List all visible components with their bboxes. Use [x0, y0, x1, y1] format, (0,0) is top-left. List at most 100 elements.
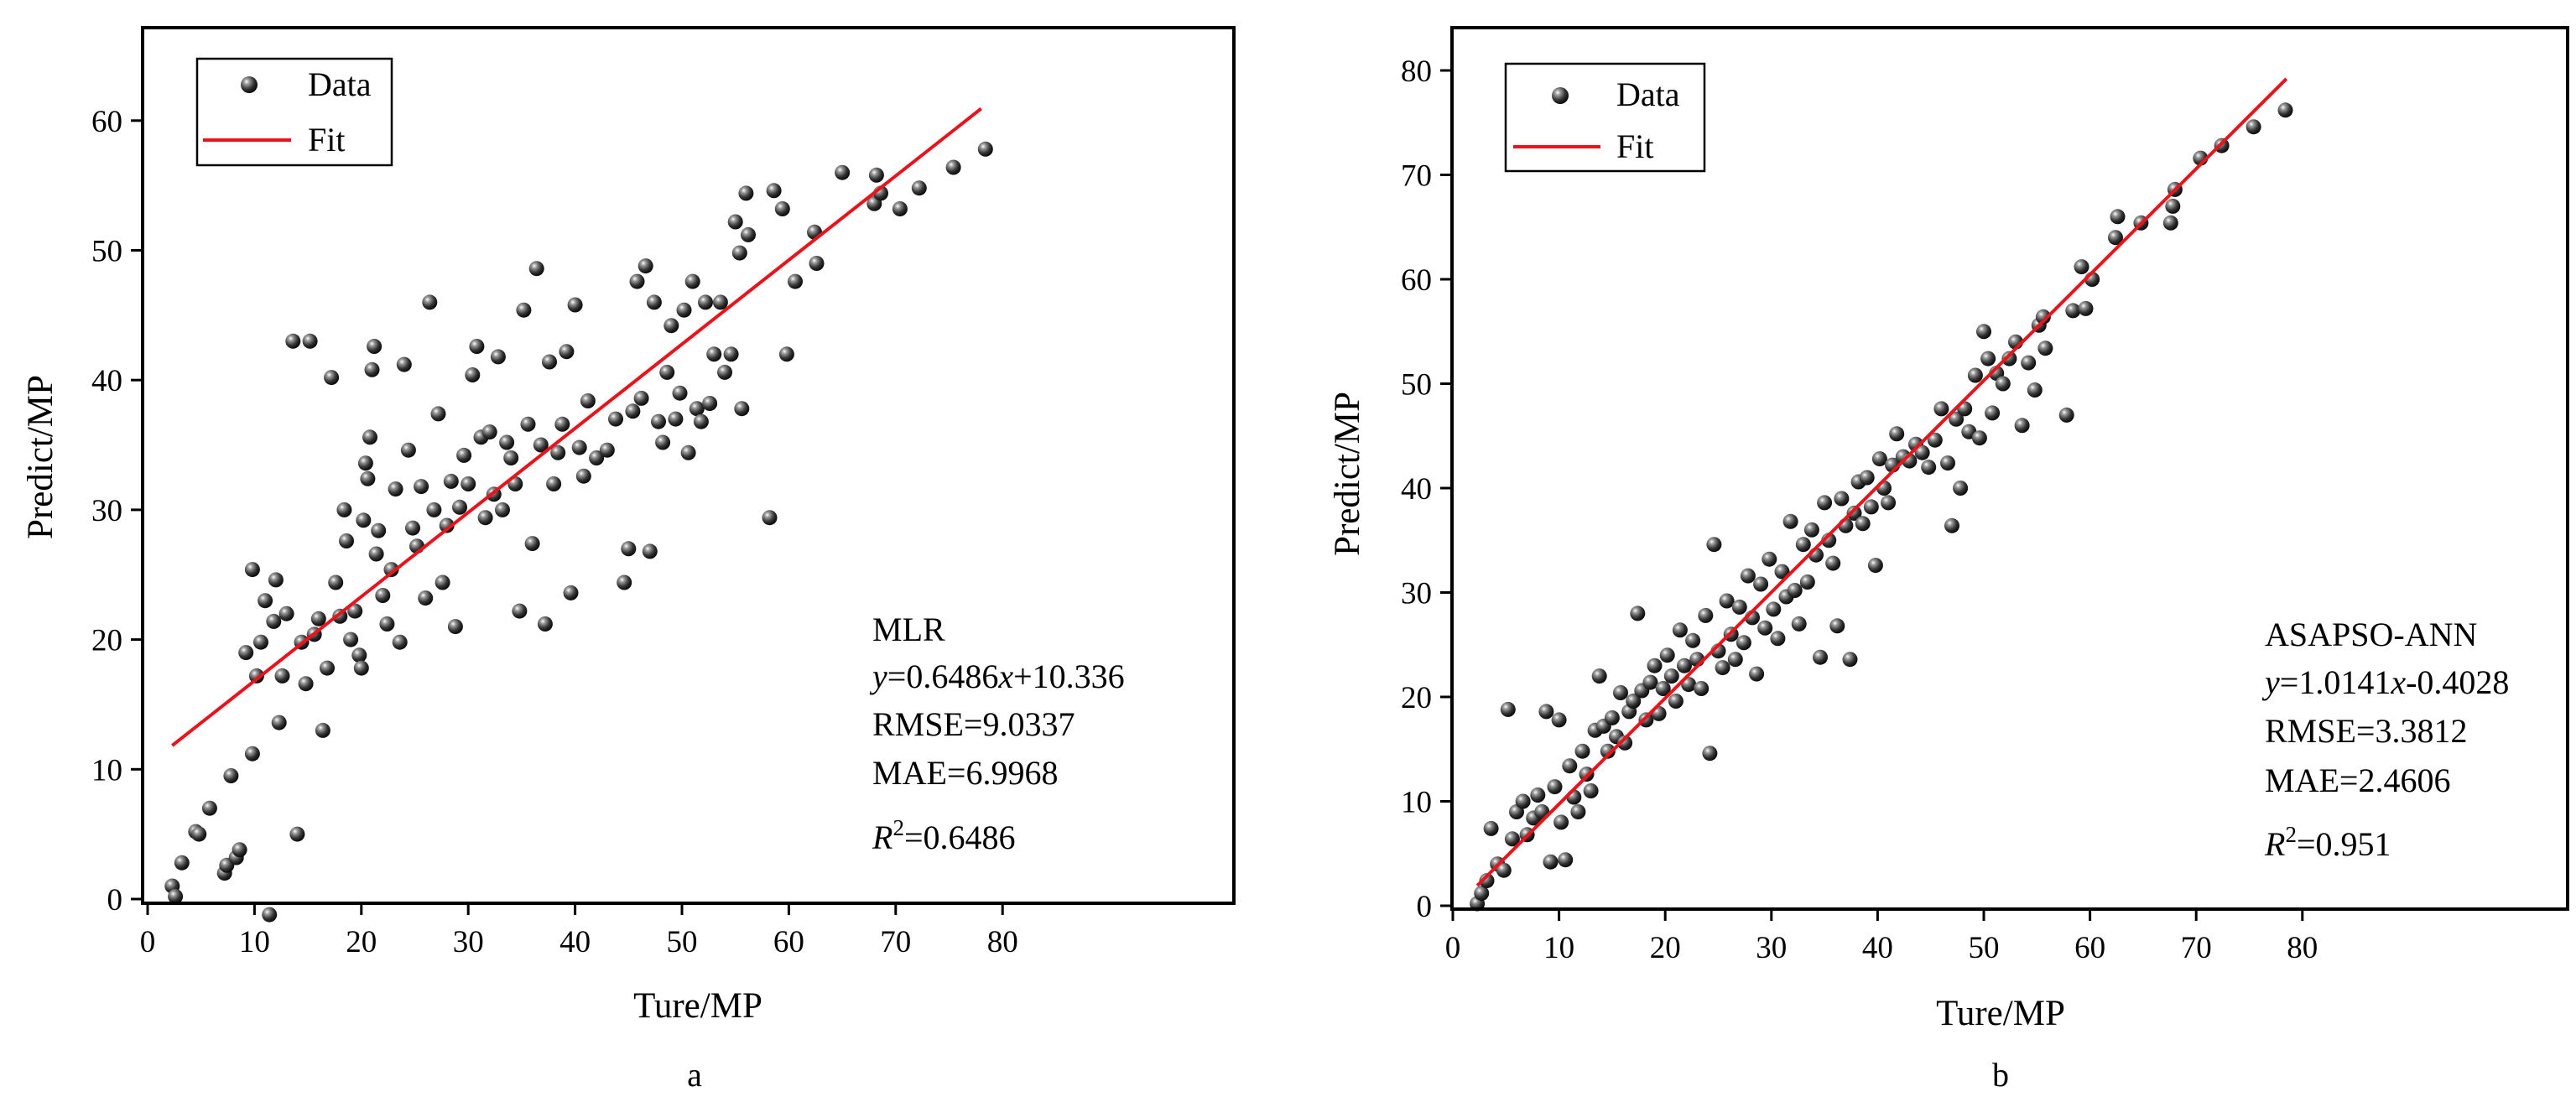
x-tick-label: 0: [1445, 931, 1461, 965]
data-point: [343, 632, 359, 647]
data-point: [646, 294, 662, 310]
data-point: [637, 258, 653, 274]
data-point: [481, 424, 497, 440]
data-point: [911, 180, 927, 196]
data-point: [328, 574, 344, 590]
data-point: [659, 364, 675, 380]
data-point: [1530, 788, 1546, 803]
data-point: [693, 413, 709, 429]
data-point: [1876, 481, 1892, 496]
data-point: [191, 826, 207, 842]
legend-fit-label: Fit: [308, 121, 345, 159]
data-point: [1787, 583, 1803, 598]
data-point: [727, 214, 743, 230]
data-point: [490, 349, 506, 365]
chart-panel-b: 0 10 20 30 40 50 60 70 80 0 10 20 30 40 50 60 70 80 Ture…: [1328, 26, 2569, 1094]
data-point: [809, 256, 825, 271]
data-point: [516, 302, 532, 318]
data-point: [788, 273, 803, 289]
legend: Data Fit: [195, 57, 393, 167]
x-tick-label: 70: [880, 925, 911, 959]
data-point: [1859, 470, 1875, 486]
data-point: [357, 455, 373, 471]
stats-r2: R2=0.951: [2264, 822, 2391, 863]
data-point: [174, 855, 190, 871]
data-point: [680, 444, 696, 460]
data-point: [1889, 426, 1905, 442]
plot-frame: [1450, 26, 2569, 911]
data-point: [1655, 681, 1671, 696]
data-point: [689, 401, 705, 417]
data-point: [268, 572, 284, 588]
plot-frame: [141, 26, 1236, 905]
data-point: [422, 294, 438, 310]
data-point: [533, 437, 549, 453]
data-point: [1834, 491, 1850, 507]
data-point: [1553, 814, 1569, 830]
panel-label: a: [687, 1056, 702, 1094]
y-tick-label: 0: [1417, 890, 1433, 924]
data-point: [868, 167, 884, 183]
data-point: [1846, 505, 1862, 521]
data-point: [676, 302, 692, 318]
y-tick-label: 50: [91, 235, 122, 269]
legend-data-marker: [241, 76, 258, 93]
data-point: [625, 403, 641, 419]
data-point: [731, 245, 747, 261]
data-point: [465, 367, 481, 382]
data-point: [668, 411, 684, 427]
points-layer: [1470, 102, 2293, 912]
x-tick-label: 0: [140, 925, 156, 959]
y-ticks: 0 10 20 30 40 50 60: [91, 105, 143, 917]
data-point: [651, 413, 666, 429]
stats-rmse: RMSE=3.3812: [2265, 712, 2467, 750]
data-point: [379, 616, 395, 632]
data-point: [1706, 537, 1722, 553]
data-point: [774, 201, 790, 216]
stats-model-name: MLR: [872, 611, 945, 648]
data-point: [1604, 710, 1620, 725]
x-tick-label: 30: [1756, 931, 1787, 965]
data-point: [1659, 647, 1675, 663]
data-point: [360, 470, 376, 486]
x-tick-label: 40: [559, 925, 591, 959]
x-tick-label: 50: [1969, 931, 2000, 965]
data-point: [1940, 455, 1955, 471]
data-point: [559, 344, 575, 360]
data-point: [734, 401, 750, 417]
data-point: [2277, 102, 2293, 118]
data-point: [266, 613, 282, 629]
y-tick-label: 30: [1401, 577, 1432, 611]
data-point: [1736, 635, 1751, 651]
data-point: [289, 826, 305, 842]
data-point: [575, 468, 591, 484]
data-point: [762, 510, 778, 526]
data-point: [2058, 407, 2074, 423]
x-tick-label: 20: [346, 925, 377, 959]
data-point: [1583, 783, 1599, 798]
x-tick-label: 80: [2287, 931, 2318, 965]
data-point: [1538, 704, 1554, 720]
stats-model-name: ASAPSO-ANN: [2265, 616, 2477, 653]
data-point: [356, 512, 372, 528]
x-tick-label: 30: [453, 925, 484, 959]
data-point: [1515, 793, 1531, 809]
data-point: [1570, 804, 1586, 819]
data-point: [1881, 495, 1897, 511]
data-point: [629, 273, 645, 289]
data-point: [698, 294, 713, 310]
fit-layer: [1475, 77, 2288, 887]
data-point: [1562, 758, 1578, 774]
stats-mae: MAE=2.4606: [2265, 762, 2450, 799]
data-point: [244, 562, 260, 578]
data-point: [1600, 743, 1616, 759]
data-point: [371, 522, 387, 538]
data-point: [1944, 517, 1959, 533]
data-point: [1647, 658, 1663, 673]
data-point: [1803, 522, 1819, 538]
data-point: [580, 393, 596, 408]
data-point: [1740, 568, 1756, 584]
y-tick-label: 30: [91, 494, 122, 528]
data-point: [1474, 886, 1490, 902]
data-point: [1774, 564, 1790, 580]
